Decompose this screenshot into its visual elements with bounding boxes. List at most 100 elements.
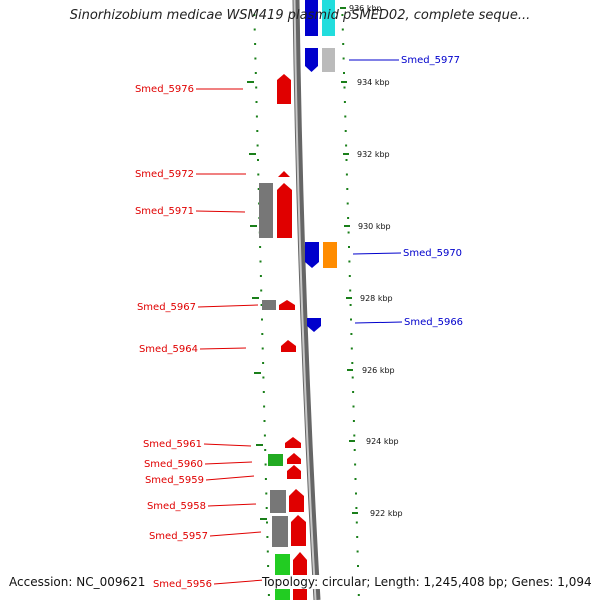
minor-tick — [264, 478, 267, 480]
gene-smed-5960-box[interactable] — [268, 454, 283, 466]
minor-tick — [266, 550, 269, 553]
minor-tick — [253, 28, 256, 31]
backbone-line — [292, 0, 321, 600]
leader-line — [352, 252, 402, 255]
minor-tick — [344, 115, 347, 118]
gene-smed-5972-arrow[interactable] — [278, 171, 290, 177]
major-ticks-left — [247, 81, 267, 520]
gene-smed-5964-arrow[interactable] — [281, 340, 296, 352]
leader-line — [205, 475, 255, 481]
minor-tick — [351, 362, 354, 364]
minor-tick — [355, 521, 358, 524]
scale-label-924: 924 kbp — [366, 437, 399, 446]
minor-tick — [267, 565, 270, 567]
minor-tick — [257, 188, 260, 190]
minor-tick — [351, 376, 354, 379]
minor-ticks-right — [341, 14, 360, 596]
minor-tick — [267, 594, 270, 596]
minor-tick — [266, 521, 268, 524]
minor-tick — [354, 463, 357, 466]
minor-tick — [343, 72, 345, 74]
topology-summary: Topology: circular; Length: 1,245,408 bp… — [262, 575, 592, 589]
gene-smed-5966-arrow[interactable] — [307, 318, 321, 332]
gene-label-smed-5976[interactable]: Smed_5976 — [135, 84, 194, 95]
minor-tick — [255, 115, 258, 118]
leader-line — [204, 461, 253, 465]
minor-tick — [345, 144, 348, 147]
minor-tick — [257, 159, 259, 161]
minor-tick — [355, 492, 357, 495]
gene-smed-5976-arrow[interactable] — [277, 74, 291, 104]
minor-tick — [357, 565, 359, 567]
leader-line — [199, 347, 247, 350]
gene-smed-5958-arrow[interactable] — [289, 489, 304, 512]
minor-tick — [262, 391, 265, 393]
gene-smed-5957-arrow[interactable] — [291, 515, 306, 546]
minor-tick — [256, 144, 259, 147]
leader-line — [209, 531, 262, 537]
minor-tick — [348, 260, 351, 263]
gene-smed-5960-arrow[interactable] — [287, 453, 301, 464]
minor-tick — [346, 188, 349, 190]
minor-tick — [255, 101, 258, 103]
gene-label-smed-5977[interactable]: Smed_5977 — [401, 55, 460, 66]
feature-grey-5958 — [270, 490, 286, 513]
feature-grey-5977 — [322, 48, 335, 72]
leader-line — [354, 321, 403, 324]
feature-grey-5957 — [272, 516, 288, 547]
leader-line — [195, 210, 246, 213]
minor-tick — [263, 434, 266, 437]
gene-label-smed-5964[interactable]: Smed_5964 — [139, 344, 198, 355]
minor-tick — [342, 57, 345, 60]
right-labels: Smed_5977 Smed_5970 Smed_5966 — [349, 55, 463, 328]
feature-top-blue — [305, 0, 318, 36]
minor-tick — [345, 173, 348, 176]
minor-tick — [342, 43, 345, 45]
gene-label-smed-5971[interactable]: Smed_5971 — [135, 206, 194, 217]
gene-smed-5977-arrow[interactable] — [305, 48, 318, 72]
backbone-highlight — [293, 0, 317, 600]
accession-text: Accession: NC_009621 — [9, 575, 146, 589]
gene-smed-5959-arrow[interactable] — [287, 465, 301, 479]
minor-tick — [255, 86, 258, 89]
minor-tick — [352, 391, 355, 393]
minor-tick — [352, 420, 355, 422]
minor-tick — [347, 231, 350, 234]
gene-smed-5961-arrow[interactable] — [285, 437, 301, 448]
minor-tick — [350, 347, 353, 350]
gene-label-smed-5972[interactable]: Smed_5972 — [135, 169, 194, 180]
minor-tick — [259, 275, 262, 277]
minor-tick — [356, 550, 359, 553]
gene-label-smed-5966[interactable]: Smed_5966 — [404, 317, 463, 328]
minor-tick — [354, 478, 357, 480]
minor-tick — [261, 318, 263, 321]
scale-label-928: 928 kbp — [360, 294, 393, 303]
gene-label-smed-5960[interactable]: Smed_5960 — [144, 459, 203, 470]
minor-tick — [264, 449, 267, 451]
gene-label-smed-5956[interactable]: Smed_5956 — [153, 579, 212, 590]
gene-smed-5967-arrow[interactable] — [279, 300, 295, 310]
minor-tick — [260, 304, 263, 306]
minor-tick — [261, 333, 264, 335]
minor-tick — [341, 14, 344, 16]
leader-line — [197, 304, 259, 308]
gene-smed-5970-arrow[interactable] — [305, 242, 319, 268]
minor-tick — [259, 260, 262, 263]
leader-line — [203, 443, 252, 447]
gene-label-smed-5959[interactable]: Smed_5959 — [145, 475, 204, 486]
gene-label-smed-5970[interactable]: Smed_5970 — [403, 248, 462, 259]
gene-label-smed-5961[interactable]: Smed_5961 — [143, 439, 202, 450]
minor-tick — [254, 57, 257, 60]
gene-label-smed-5967[interactable]: Smed_5967 — [137, 302, 196, 313]
gene-label-smed-5958[interactable]: Smed_5958 — [147, 501, 206, 512]
minor-tick — [353, 449, 356, 451]
gene-label-smed-5957[interactable]: Smed_5957 — [149, 531, 208, 542]
minor-tick — [341, 28, 344, 31]
scale-label-930: 930 kbp — [358, 222, 391, 231]
minor-tick — [254, 72, 257, 74]
minor-tick — [266, 536, 269, 538]
minor-tick — [263, 405, 266, 408]
feature-grey-5971 — [259, 183, 273, 238]
gene-smed-5971-arrow[interactable] — [277, 183, 292, 238]
